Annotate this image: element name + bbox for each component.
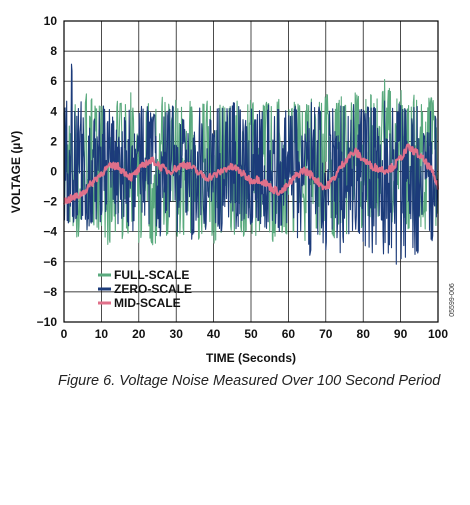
x-tick-label: 60 — [282, 327, 296, 341]
y-axis-ticks: −10 −8 −6 −4 −2 0 2 4 6 8 10 — [37, 14, 58, 329]
series-mid-scale — [63, 143, 440, 205]
y-tick-label: −6 — [43, 255, 57, 269]
plot-frame — [63, 20, 439, 323]
x-tick-label: 90 — [394, 327, 408, 341]
legend-label-full-scale: FULL-SCALE — [114, 268, 189, 282]
y-tick-label: 10 — [44, 14, 58, 28]
y-tick-label: 6 — [50, 74, 57, 88]
x-tick-label: 80 — [357, 327, 371, 341]
x-tick-label: 100 — [428, 327, 448, 341]
legend-label-mid-scale: MID-SCALE — [114, 296, 181, 310]
y-tick-label: 4 — [50, 104, 57, 118]
figure-caption: Figure 6. Voltage Noise Measured Over 10… — [58, 373, 441, 389]
y-tick-label: −2 — [43, 195, 57, 209]
x-tick-label: 50 — [244, 327, 258, 341]
x-axis-ticks: 0 10 20 30 40 50 60 70 80 90 100 — [61, 327, 449, 341]
figure-code: 05599-006 — [449, 283, 456, 317]
x-tick-label: 70 — [319, 327, 333, 341]
x-tick-label: 10 — [95, 327, 109, 341]
legend-label-zero-scale: ZERO-SCALE — [114, 282, 192, 296]
y-tick-label: 2 — [50, 134, 57, 148]
series-trace-zero-scale — [63, 63, 439, 265]
series-zero-scale — [63, 63, 439, 265]
y-tick-label: 0 — [50, 165, 57, 179]
x-tick-label: 30 — [170, 327, 184, 341]
x-tick-label: 20 — [132, 327, 146, 341]
x-tick-label: 40 — [207, 327, 221, 341]
noise-chart: −10 −8 −6 −4 −2 0 2 4 6 8 10 0 10 20 30 40 50 60 70 80 90 10… — [9, 14, 456, 365]
y-tick-label: 8 — [50, 44, 57, 58]
y-tick-label: −8 — [43, 285, 57, 299]
y-axis-label: VOLTAGE (µV) — [9, 131, 23, 213]
x-axis-label: TIME (Seconds) — [206, 351, 296, 365]
series-trace-mid-scale — [63, 143, 440, 205]
y-tick-label: −4 — [43, 225, 57, 239]
y-tick-label: −10 — [37, 315, 58, 329]
series-layer — [63, 63, 440, 265]
x-tick-label: 0 — [61, 327, 68, 341]
